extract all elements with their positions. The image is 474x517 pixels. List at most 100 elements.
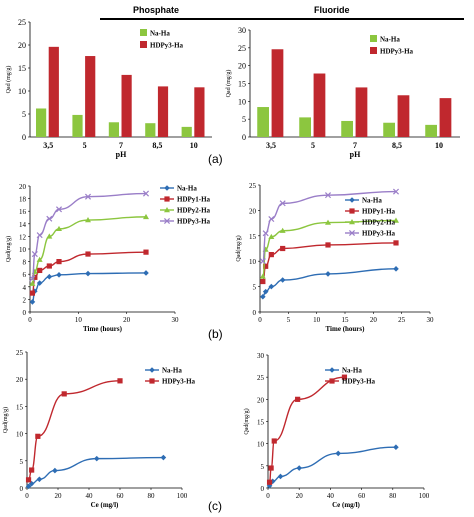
- data-point: [280, 245, 286, 252]
- data-point: [262, 288, 269, 295]
- y-tick-label: 10: [19, 246, 27, 254]
- data-point: [46, 273, 53, 280]
- data-point: [32, 274, 38, 280]
- y-tick-label: 6: [23, 271, 27, 279]
- data-point: [149, 378, 155, 384]
- header-fluoride: Fluoride: [314, 5, 350, 15]
- y-tick-label: 20: [19, 183, 27, 191]
- x-tick-label: 5: [83, 141, 87, 150]
- y-tick-label: 30: [238, 26, 246, 35]
- x-tick-label: 80: [389, 492, 397, 500]
- x-tick-label: 30: [172, 316, 180, 324]
- data-point: [260, 278, 266, 285]
- data-point: [279, 227, 286, 233]
- data-point: [36, 232, 43, 239]
- bar: [145, 123, 156, 137]
- y-tick-label: 16: [19, 208, 27, 216]
- y-tick-label: 0: [261, 485, 265, 493]
- x-tick-label: 15: [342, 316, 350, 324]
- data-point: [93, 455, 100, 462]
- bar: [121, 74, 132, 137]
- y-tick-label: 5: [261, 463, 265, 471]
- bar: [313, 73, 326, 137]
- legend-label: HDPy3-Ha: [177, 218, 211, 226]
- bar: [271, 49, 284, 138]
- y-tick-label: 25: [249, 182, 257, 190]
- y-tick-label: 15: [16, 403, 24, 411]
- x-tick-label: 20: [55, 492, 63, 500]
- y-tick-label: 5: [253, 284, 257, 292]
- data-point: [163, 217, 171, 225]
- data-point: [268, 283, 275, 290]
- data-point: [329, 378, 335, 384]
- data-point: [142, 190, 150, 197]
- legend-label: HDPy3-Ha: [362, 230, 396, 238]
- bar: [181, 126, 192, 137]
- data-point: [29, 290, 36, 296]
- x-tick-label: 30: [427, 316, 435, 324]
- y-tick-label: 12: [19, 233, 27, 241]
- legend-label: Na-Ha: [162, 367, 182, 375]
- y-axis-label: Qad (mg/g): [225, 70, 232, 98]
- data-point: [268, 233, 275, 240]
- legend-label: HDPy2-Ha: [177, 207, 211, 215]
- series-line: [269, 446, 396, 487]
- y-tick-label: 15: [249, 233, 257, 241]
- y-tick-label: 4: [23, 284, 27, 292]
- data-point: [164, 207, 170, 213]
- data-point: [329, 367, 335, 373]
- legend-label: Na-Ha: [362, 197, 382, 205]
- legend-label: HDPy3-Ha: [342, 378, 376, 386]
- y-axis-label: Qad (mg/g): [5, 66, 12, 94]
- x-axis-label: Ce (mg/l): [332, 501, 360, 509]
- y-tick-label: 20: [18, 41, 26, 50]
- y-tick-label: 20: [249, 207, 257, 215]
- bar: [355, 87, 368, 137]
- x-tick-label: 100: [419, 492, 430, 500]
- data-point: [25, 477, 32, 483]
- y-tick-label: 25: [257, 374, 265, 382]
- header-rule: [100, 18, 464, 20]
- data-point: [268, 251, 274, 258]
- data-point: [55, 206, 63, 213]
- x-tick-label: 20: [123, 316, 131, 324]
- x-tick-label: 10: [435, 141, 443, 150]
- legend-swatch: [140, 41, 147, 48]
- data-point: [324, 192, 332, 199]
- data-point: [259, 258, 266, 265]
- legend-swatch: [370, 47, 377, 54]
- data-point: [349, 219, 355, 225]
- data-point: [56, 225, 62, 232]
- y-tick-label: 10: [18, 87, 26, 96]
- data-point: [262, 230, 269, 237]
- legend-label: Na-Ha: [342, 367, 362, 375]
- bar: [36, 108, 47, 137]
- data-point: [160, 454, 167, 461]
- x-axis-label: pH: [116, 150, 127, 159]
- x-tick-label: 60: [358, 492, 366, 500]
- x-tick-label: 0: [258, 316, 262, 324]
- x-tick-label: 5: [287, 316, 291, 324]
- x-tick-label: 20: [370, 316, 378, 324]
- data-point: [277, 473, 284, 480]
- data-point: [36, 280, 43, 286]
- x-tick-label: 3,5: [43, 141, 53, 150]
- data-point: [29, 467, 35, 473]
- data-point: [268, 465, 274, 471]
- data-point: [37, 267, 43, 274]
- y-tick-label: 14: [19, 221, 27, 229]
- y-tick-label: 0: [242, 133, 246, 142]
- bar: [257, 107, 269, 137]
- y-tick-label: 5: [22, 110, 26, 119]
- data-point: [164, 196, 170, 202]
- y-tick-label: 20: [257, 396, 265, 404]
- data-point: [263, 263, 269, 269]
- y-axis-label: Qad(mg/g): [243, 408, 250, 434]
- data-point: [85, 217, 91, 223]
- data-point: [149, 367, 155, 373]
- y-tick-label: 30: [257, 352, 265, 360]
- data-point: [28, 480, 35, 487]
- data-point: [259, 273, 266, 279]
- x-tick-label: 7: [119, 141, 123, 150]
- bar: [108, 122, 119, 137]
